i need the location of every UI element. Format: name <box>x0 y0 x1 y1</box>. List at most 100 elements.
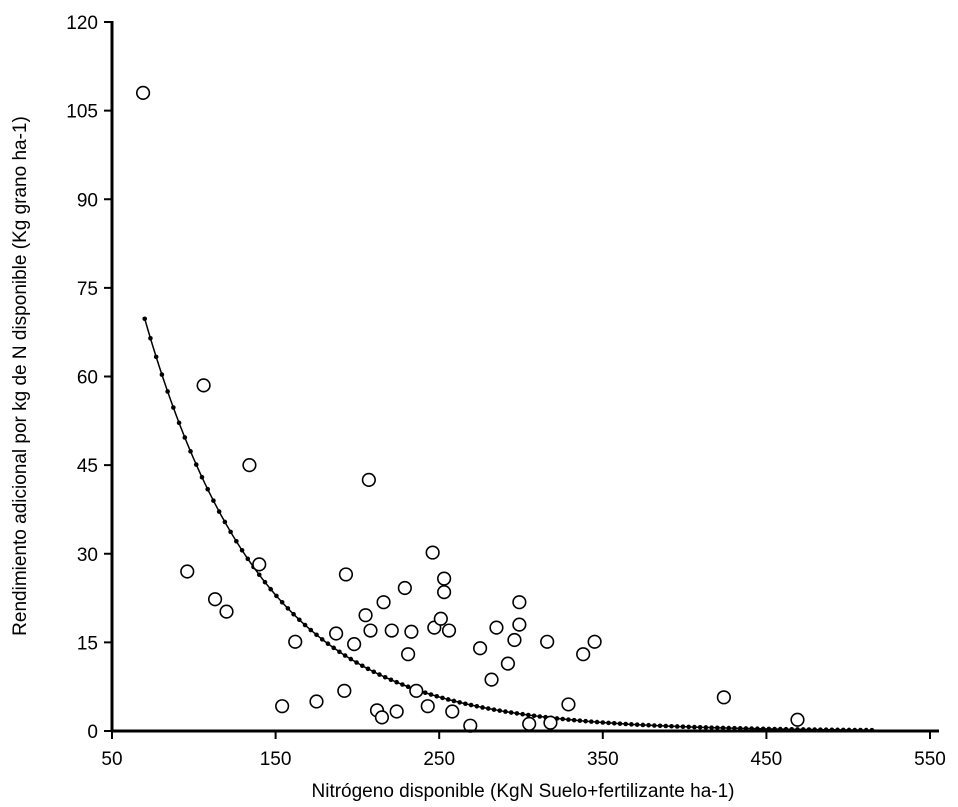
fit-point <box>709 725 714 730</box>
fit-point <box>148 335 153 341</box>
data-point <box>790 712 805 727</box>
fit-point <box>388 677 394 683</box>
y-tick-label: 75 <box>77 279 98 300</box>
fit-point <box>600 720 606 725</box>
data-point <box>437 585 452 600</box>
x-tick-label: 450 <box>751 749 783 770</box>
data-point <box>219 604 234 619</box>
scatter-points <box>135 85 805 733</box>
data-point <box>420 699 435 714</box>
fit-point <box>211 498 216 503</box>
fit-point <box>262 579 268 585</box>
data-point <box>433 611 448 626</box>
data-point <box>337 683 352 698</box>
fit-point <box>606 720 611 726</box>
fit-point <box>537 714 543 719</box>
fit-point <box>165 389 170 394</box>
fit-point <box>451 698 457 704</box>
fit-point <box>285 606 291 611</box>
fit-point <box>365 666 371 672</box>
fit-point <box>337 649 342 655</box>
data-point <box>401 647 416 662</box>
fit-point <box>308 627 314 633</box>
fit-point <box>531 713 537 719</box>
fit-point <box>457 700 462 705</box>
fit-point <box>382 674 388 680</box>
data-point <box>576 647 591 662</box>
fit-point <box>153 354 159 360</box>
fit-point <box>222 519 228 525</box>
fit-point <box>377 672 382 677</box>
data-point <box>309 694 324 709</box>
fit-point <box>193 462 199 467</box>
fit-point <box>348 656 354 662</box>
x-ticks: 50 150 250 350 450 550 <box>101 731 946 770</box>
data-point <box>445 704 460 719</box>
fit-point <box>245 556 251 562</box>
data-point <box>242 458 257 473</box>
data-point <box>425 545 440 560</box>
fit-point <box>629 722 634 727</box>
fit-point <box>360 663 365 669</box>
fit-point <box>428 692 434 697</box>
data-point <box>135 85 151 100</box>
fit-point <box>669 723 674 729</box>
fit-point <box>617 721 623 726</box>
fit-point <box>634 722 640 727</box>
fit-point <box>503 709 508 714</box>
fit-point <box>400 682 405 687</box>
data-point <box>389 704 404 719</box>
plot-area <box>135 85 875 733</box>
y-tick-label: 60 <box>77 368 98 389</box>
data-point <box>441 623 457 638</box>
data-point <box>374 710 390 725</box>
fit-point <box>640 722 646 728</box>
fit-point <box>297 617 302 623</box>
x-axis-title: Nitrógeno disponible (KgN Suelo+fertiliz… <box>312 781 735 802</box>
fit-point <box>331 645 336 651</box>
data-point <box>587 634 602 649</box>
fit-point <box>514 711 520 716</box>
fit-point <box>480 705 485 710</box>
fit-point <box>405 684 411 690</box>
fit-point <box>589 719 594 724</box>
fit-point <box>302 622 308 628</box>
y-tick-label: 45 <box>77 456 98 477</box>
fit-point <box>256 572 262 578</box>
data-point <box>347 637 362 652</box>
fit-point <box>239 547 245 553</box>
fit-point <box>314 632 319 638</box>
fit-point <box>697 724 703 730</box>
fit-point <box>623 721 629 727</box>
data-point <box>540 634 555 649</box>
fit-point <box>354 660 359 665</box>
data-point <box>361 472 376 487</box>
x-tick-label: 350 <box>587 749 619 770</box>
fit-point <box>142 316 148 322</box>
data-point <box>397 580 412 596</box>
fit-point <box>279 600 285 605</box>
data-point <box>473 641 488 656</box>
data-point <box>288 634 303 649</box>
fit-point <box>737 726 743 731</box>
fit-point <box>422 690 428 696</box>
fit-point <box>291 611 296 617</box>
fit-point <box>646 722 651 728</box>
fit-point <box>692 724 697 730</box>
fit-point <box>726 725 732 731</box>
fit-point <box>434 693 440 699</box>
x-axis: 50 150 250 350 450 550 <box>101 729 946 770</box>
data-point <box>275 699 290 714</box>
data-point <box>329 626 344 641</box>
data-point <box>409 683 424 698</box>
data-point <box>512 617 527 632</box>
fit-point <box>268 586 273 592</box>
fit-point <box>674 724 680 729</box>
fit-point <box>228 529 233 535</box>
fit-point <box>732 725 737 731</box>
fit-point <box>325 641 331 647</box>
fit-point <box>720 725 726 731</box>
fit-point <box>342 653 348 658</box>
data-point <box>500 656 516 671</box>
fit-point <box>216 509 222 514</box>
